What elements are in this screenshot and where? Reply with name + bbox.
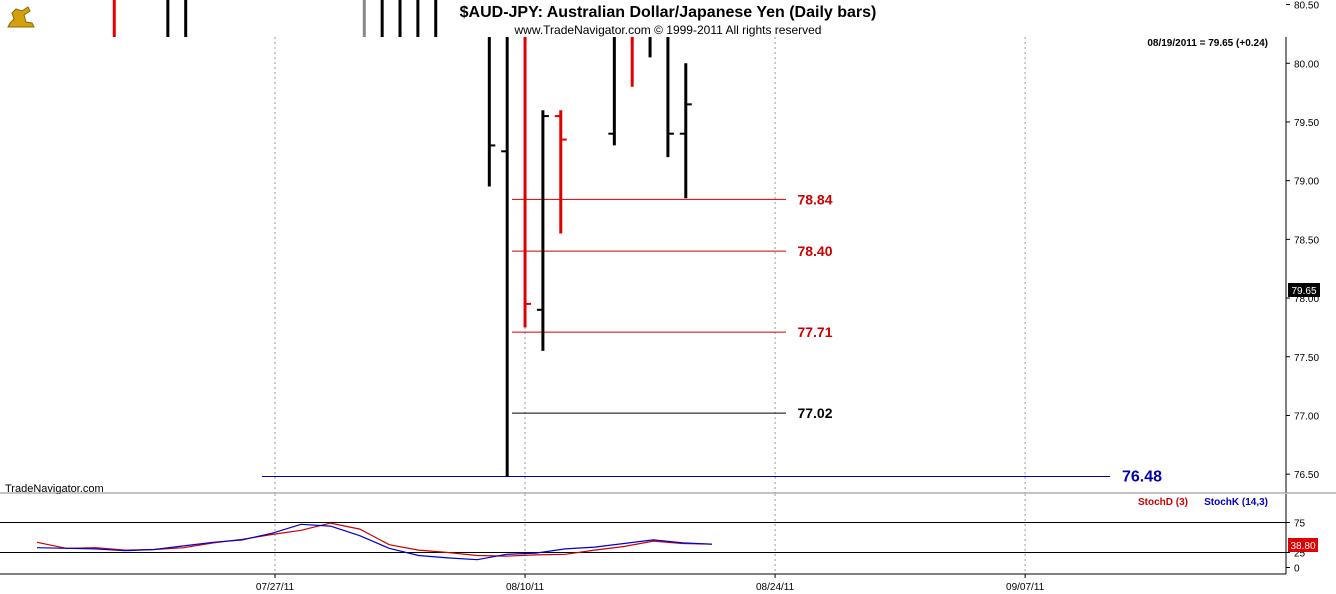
logo-icon bbox=[4, 3, 38, 33]
x-ticks: 07/27/11 08/10/11 08/24/11 09/07/11 bbox=[256, 574, 1045, 593]
level-label: 77.02 bbox=[797, 405, 832, 421]
legend-stoch-d: StochD (3) bbox=[1138, 497, 1188, 508]
price-bars bbox=[112, 0, 692, 477]
stochastic-panel: StochD (3) StochK (14,3) 75 25 0 38.80 bbox=[0, 494, 1318, 575]
level-label: 77.71 bbox=[797, 324, 832, 340]
quote-readout: 08/19/2011 = 79.65 (+0.24) bbox=[1147, 38, 1268, 49]
level-label: 76.48 bbox=[1122, 469, 1162, 486]
last-price-label: 79.65 bbox=[1291, 286, 1316, 297]
legend-stoch-k: StochK (14,3) bbox=[1204, 497, 1268, 508]
y-tick-label: 77.50 bbox=[1294, 353, 1319, 364]
x-tick-label: 08/24/11 bbox=[756, 582, 795, 593]
x-axis: 07/27/11 08/10/11 08/24/11 09/07/11 bbox=[0, 573, 1286, 593]
ohlc-bar bbox=[536, 110, 549, 351]
price-levels: 83.6982.9782.2481.9181.3578.8478.4077.71… bbox=[262, 191, 1162, 486]
watermark: TradeNavigator.com bbox=[5, 483, 104, 495]
level-label: 78.40 bbox=[797, 243, 832, 259]
y-tick-label: 78.00 bbox=[1294, 294, 1319, 305]
price-panel: 83.6982.9782.2481.9181.3578.8478.4077.71… bbox=[0, 0, 1286, 495]
price-plot-area bbox=[0, 37, 1286, 493]
stoch-plot-area bbox=[0, 494, 1286, 574]
price-y-axis: 83.5083.0082.5082.0081.5081.0080.5080.00… bbox=[1285, 1, 1320, 493]
last-price-box bbox=[1288, 283, 1320, 297]
y-tick-label: 80.00 bbox=[1294, 59, 1319, 70]
y-tick-label: 76.50 bbox=[1294, 470, 1319, 481]
x-tick-label: 08/10/11 bbox=[506, 582, 545, 593]
x-tick-label: 07/27/11 bbox=[256, 582, 295, 593]
stoch-series bbox=[36, 522, 713, 561]
ohlc-bar bbox=[523, 37, 532, 328]
ohlc-bar bbox=[487, 37, 496, 187]
stoch-tick-label: 75 bbox=[1294, 519, 1306, 530]
level-label: 78.84 bbox=[797, 191, 832, 207]
ohlc-bar bbox=[679, 63, 692, 199]
chart-title: $AUD-JPY: Australian Dollar/Japanese Yen… bbox=[460, 4, 877, 21]
chart-subtitle: www.TradeNavigator.com © 1999-2011 All r… bbox=[514, 23, 822, 37]
price-y-ticks: 83.5083.0082.5082.0081.5081.0080.5080.00… bbox=[1286, 1, 1319, 481]
stoch-tick-label: 25 bbox=[1294, 549, 1306, 560]
stoch-tick-label: 0 bbox=[1294, 564, 1300, 575]
stoch-k-line bbox=[36, 523, 713, 561]
stoch-y-ticks: 75 25 0 bbox=[1286, 519, 1306, 575]
last-stoch-label: 38.80 bbox=[1290, 541, 1315, 552]
ohlc-bar bbox=[608, 37, 616, 146]
y-tick-label: 79.50 bbox=[1294, 118, 1319, 129]
ohlc-bar bbox=[666, 37, 674, 158]
stoch-reference-lines bbox=[0, 522, 1286, 553]
y-tick-label: 80.50 bbox=[1294, 1, 1319, 12]
y-tick-label: 77.00 bbox=[1294, 411, 1319, 422]
ohlc-bar bbox=[554, 110, 567, 234]
y-tick-label: 78.50 bbox=[1294, 235, 1319, 246]
last-stoch-box bbox=[1288, 538, 1318, 552]
ohlc-bar bbox=[501, 37, 509, 477]
x-tick-label: 09/07/11 bbox=[1006, 582, 1045, 593]
y-tick-label: 79.00 bbox=[1294, 177, 1319, 188]
